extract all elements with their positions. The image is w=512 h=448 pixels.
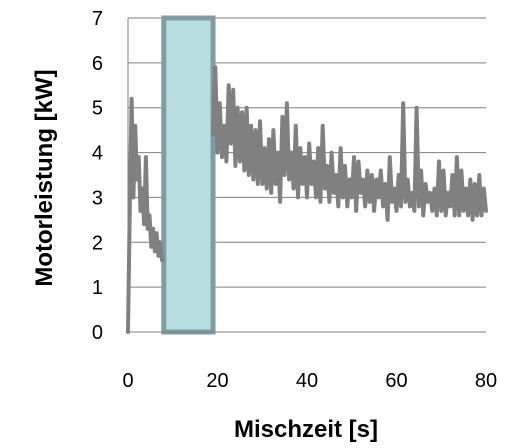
series-segment-2: [211, 65, 488, 222]
highlight-box: [161, 15, 216, 335]
highlight-region: [161, 15, 216, 335]
x-tick-label-0: 0: [122, 370, 133, 392]
y-tick-label-7: 7: [92, 8, 103, 30]
series-segment-1: [126, 96, 164, 334]
y-tick-label-4: 4: [92, 143, 103, 165]
x-tick-label-20: 20: [206, 370, 228, 392]
y-tick-label-1: 1: [92, 277, 103, 299]
y-tick-label-3: 3: [92, 187, 103, 209]
y-tick-label-0: 0: [92, 322, 103, 344]
y-tick-label-2: 2: [92, 232, 103, 254]
y-tick-label-5: 5: [92, 98, 103, 120]
power-series: [126, 65, 488, 334]
x-tick-labels: 0 20 40 60 80: [122, 370, 497, 392]
y-tick-label-6: 6: [92, 53, 103, 75]
axes: [127, 18, 486, 333]
x-tick-label-40: 40: [296, 370, 318, 392]
y-axis-label: Motorleistung [kW]: [31, 69, 58, 286]
x-axis-label: Mischzeit [s]: [234, 416, 378, 443]
y-tick-labels: 0 1 2 3 4 5 6 7: [92, 8, 103, 344]
x-tick-label-60: 60: [385, 370, 407, 392]
x-tick-label-80: 80: [475, 370, 497, 392]
